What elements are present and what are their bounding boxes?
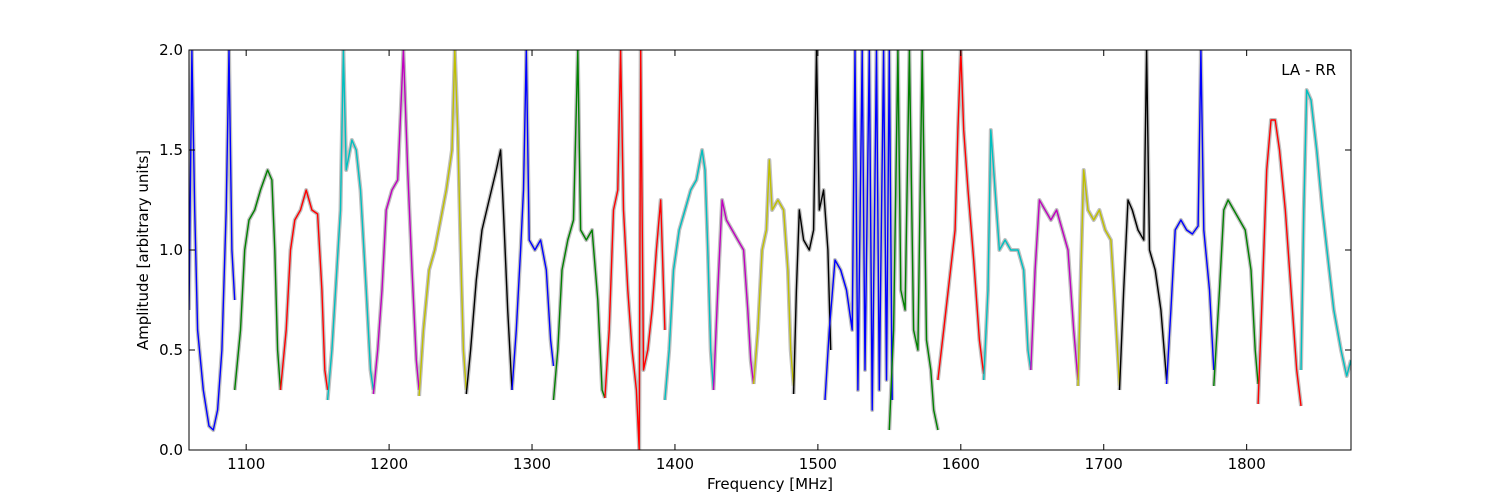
x-axis-label: Frequency [MHz]: [707, 475, 833, 493]
y-tick-label: 2.0: [159, 41, 183, 59]
band-line-15: [824, 50, 893, 411]
y-tick-label: 1.5: [159, 141, 183, 159]
band-line-18: [983, 129, 1032, 381]
background-band-23: [1211, 198, 1261, 387]
band-line-10: [604, 50, 666, 450]
x-tick-label: 1500: [799, 455, 837, 473]
band-line-1: [189, 50, 236, 431]
background-band-24: [1256, 118, 1303, 407]
band-line-25: [1300, 89, 1351, 377]
band-line-23: [1213, 199, 1259, 387]
x-tick-label: 1200: [370, 455, 408, 473]
band-line-9: [552, 50, 606, 401]
background-band-4: [325, 50, 376, 401]
y-tick-label: 0.5: [159, 341, 183, 359]
baseline-annotation: LA - RR: [1281, 61, 1336, 79]
x-tick-label: 1700: [1085, 455, 1123, 473]
band-line-20: [1077, 169, 1121, 387]
band-line-17: [937, 50, 985, 381]
band-line-8: [511, 50, 555, 391]
x-tick-label: 1400: [656, 455, 694, 473]
y-axis-label: Amplitude [arbitrary units]: [134, 150, 152, 350]
y-axis-ticks: 0.0 0.5 1.0 1.5 2.0: [159, 41, 1351, 459]
band-line-4: [326, 50, 375, 401]
band-line-2: [234, 169, 282, 391]
x-tick-label: 1600: [942, 455, 980, 473]
spectrum-bands: [189, 50, 1351, 450]
y-tick-label: 0.0: [159, 441, 183, 459]
band-line-22: [1165, 50, 1215, 385]
background-band-25: [1299, 88, 1351, 378]
band-line-24: [1257, 119, 1302, 407]
band-line-13: [752, 159, 795, 387]
x-tick-label: 1800: [1228, 455, 1266, 473]
band-line-7: [465, 149, 513, 395]
background-band-7: [464, 148, 514, 395]
band-line-19: [1030, 199, 1079, 381]
background-band-5: [371, 50, 422, 395]
background-band-3: [278, 188, 330, 391]
x-tick-label: 1300: [513, 455, 551, 473]
background-band-22: [1164, 50, 1216, 385]
background-band-6: [417, 50, 469, 397]
x-tick-label: 1100: [227, 455, 265, 473]
background-band-2: [232, 168, 283, 391]
band-line-16: [888, 50, 939, 431]
background-band-8: [510, 50, 556, 391]
band-line-6: [418, 50, 467, 397]
band-line-5: [372, 50, 420, 395]
y-tick-label: 1.0: [159, 241, 183, 259]
band-line-3: [279, 189, 329, 391]
band-line-12: [712, 199, 755, 391]
x-axis-ticks: 1100 1200 1300 1400 1500 1600 1700 1800: [227, 50, 1266, 473]
background-band-12: [711, 198, 756, 391]
band-line-14: [792, 50, 832, 395]
band-line-21: [1118, 50, 1168, 391]
background-band-17: [935, 50, 986, 381]
band-line-11: [664, 149, 715, 401]
